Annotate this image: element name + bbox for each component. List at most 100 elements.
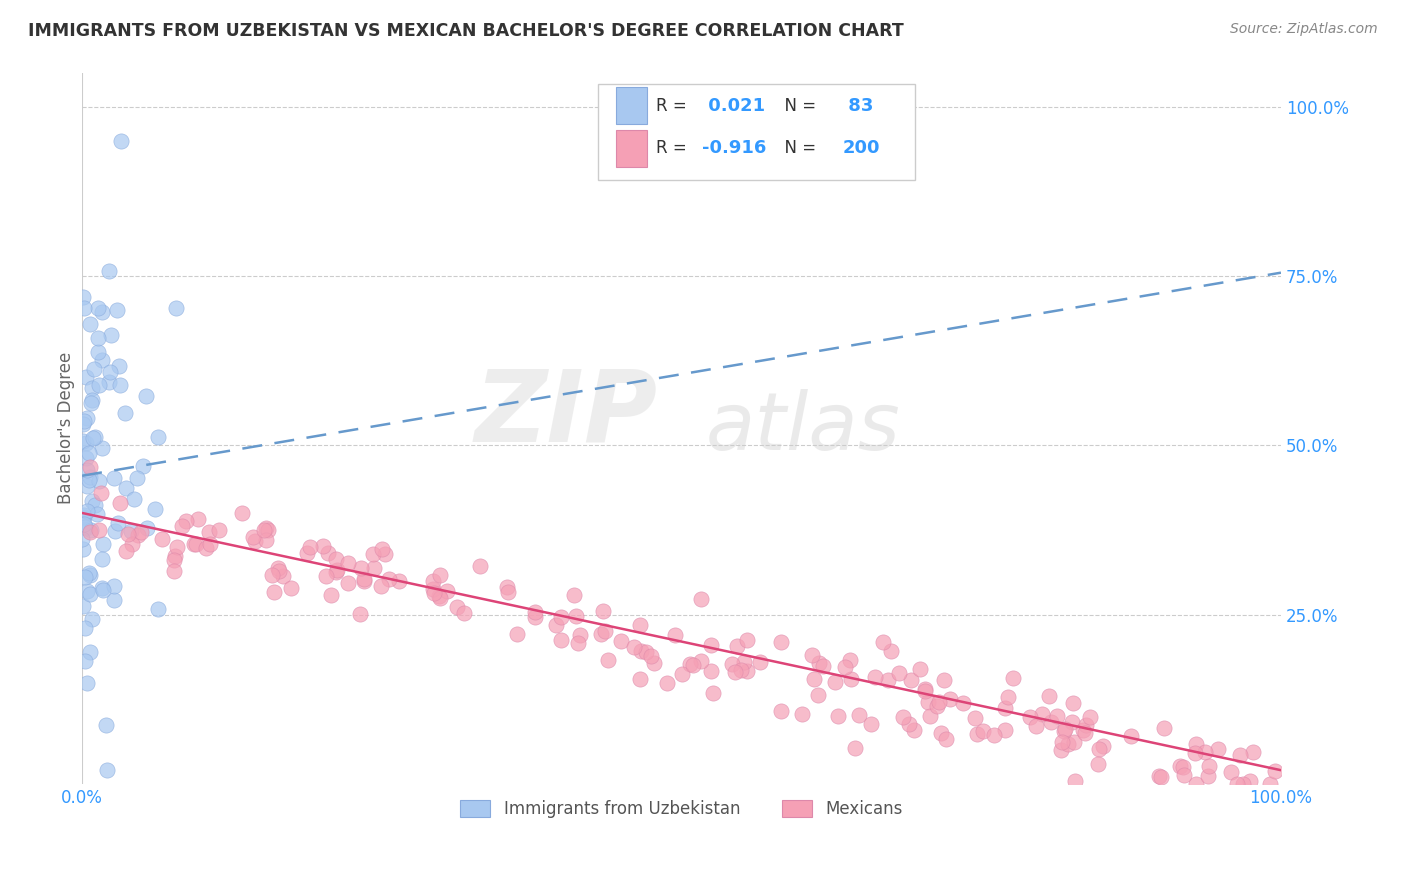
Point <box>630 644 652 658</box>
Point <box>183 536 205 550</box>
Point <box>90 486 112 500</box>
Point <box>963 710 986 724</box>
Point <box>918 709 941 723</box>
Point <box>76 584 98 599</box>
Point <box>114 406 136 420</box>
Point <box>353 572 375 586</box>
Point <box>609 633 631 648</box>
FancyBboxPatch shape <box>598 84 915 179</box>
Point <box>321 588 343 602</box>
Point <box>87 301 110 315</box>
Point <box>567 636 589 650</box>
Legend: Immigrants from Uzbekistan, Mexicans: Immigrants from Uzbekistan, Mexicans <box>454 794 910 825</box>
Point <box>80 381 103 395</box>
Point <box>72 290 94 304</box>
Point <box>325 551 347 566</box>
Point <box>79 469 101 483</box>
Point <box>877 673 900 687</box>
Point <box>76 411 98 425</box>
Point <box>146 601 169 615</box>
Point <box>72 533 94 547</box>
Point <box>97 375 120 389</box>
Point <box>363 561 385 575</box>
Point <box>75 450 97 465</box>
Point <box>143 502 166 516</box>
Point <box>903 723 925 737</box>
Point <box>114 481 136 495</box>
Point <box>429 567 451 582</box>
Point <box>336 575 359 590</box>
Point <box>983 728 1005 742</box>
Point <box>100 328 122 343</box>
Point <box>1264 764 1286 778</box>
Point <box>80 612 103 626</box>
Point <box>73 621 96 635</box>
Point <box>446 600 468 615</box>
Point <box>1232 777 1254 791</box>
Point <box>76 503 98 517</box>
Point <box>593 624 616 638</box>
Point <box>374 547 396 561</box>
Point <box>1258 777 1281 791</box>
Point <box>131 458 153 473</box>
Point <box>163 553 186 567</box>
Point <box>737 632 759 647</box>
Point <box>170 519 193 533</box>
Point <box>994 723 1017 738</box>
Point <box>1171 760 1194 774</box>
Point <box>770 635 793 649</box>
Point <box>115 544 138 558</box>
Point <box>496 585 519 599</box>
Point <box>1018 710 1040 724</box>
Point <box>848 707 870 722</box>
Point <box>1194 745 1216 759</box>
Point <box>349 607 371 622</box>
Point <box>422 582 444 596</box>
Text: Source: ZipAtlas.com: Source: ZipAtlas.com <box>1230 22 1378 37</box>
Point <box>104 524 127 538</box>
Point <box>994 700 1017 714</box>
Point <box>730 663 752 677</box>
Point <box>1031 707 1053 722</box>
Point <box>952 696 974 710</box>
Point <box>1229 747 1251 762</box>
Point <box>83 430 105 444</box>
Point <box>82 431 104 445</box>
Point <box>75 370 97 384</box>
Point <box>628 618 651 632</box>
Point <box>589 627 612 641</box>
Point <box>928 695 950 709</box>
Point <box>337 556 360 570</box>
Point <box>690 654 713 668</box>
Point <box>1184 777 1206 791</box>
Text: R =: R = <box>657 139 692 157</box>
Point <box>997 690 1019 704</box>
Point <box>550 632 572 647</box>
Point <box>634 645 657 659</box>
Point <box>598 653 620 667</box>
Point <box>724 665 747 680</box>
Point <box>908 662 931 676</box>
Point <box>972 724 994 739</box>
Point <box>628 672 651 686</box>
Point <box>725 639 748 653</box>
Point <box>325 563 347 577</box>
Point <box>1076 717 1098 731</box>
Point <box>914 683 936 698</box>
Point <box>863 670 886 684</box>
Point <box>75 654 97 668</box>
Point <box>165 301 187 315</box>
Point <box>702 686 724 700</box>
Point <box>1197 769 1219 783</box>
Point <box>640 649 662 664</box>
Point <box>872 635 894 649</box>
Point <box>671 666 693 681</box>
Point <box>146 430 169 444</box>
Point <box>1038 689 1060 703</box>
Point <box>1153 721 1175 735</box>
Point <box>427 589 450 603</box>
Point <box>834 659 856 673</box>
Point <box>422 574 444 588</box>
Point <box>79 459 101 474</box>
Point <box>1071 723 1094 738</box>
